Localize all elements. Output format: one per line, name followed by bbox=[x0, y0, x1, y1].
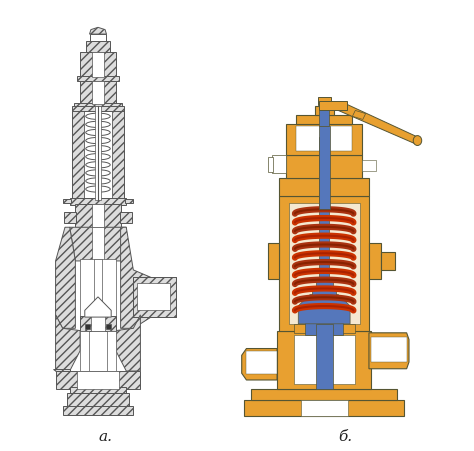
Bar bbox=[80, 53, 116, 78]
Bar bbox=[293, 335, 355, 385]
Bar bbox=[91, 317, 105, 331]
Bar bbox=[125, 199, 133, 204]
Bar bbox=[268, 157, 273, 173]
Polygon shape bbox=[108, 331, 116, 371]
Polygon shape bbox=[80, 331, 89, 371]
Bar bbox=[246, 351, 277, 374]
Bar bbox=[90, 35, 107, 42]
Bar bbox=[92, 204, 104, 228]
Bar bbox=[315, 107, 334, 116]
Polygon shape bbox=[298, 295, 350, 324]
Ellipse shape bbox=[86, 154, 110, 161]
Ellipse shape bbox=[86, 138, 110, 144]
Bar bbox=[67, 394, 128, 407]
Polygon shape bbox=[85, 297, 111, 318]
Bar bbox=[80, 82, 116, 105]
Bar bbox=[286, 124, 362, 156]
Ellipse shape bbox=[86, 170, 110, 177]
Bar bbox=[92, 228, 104, 262]
Polygon shape bbox=[70, 228, 126, 262]
Polygon shape bbox=[353, 111, 365, 120]
Bar bbox=[86, 42, 110, 53]
Ellipse shape bbox=[86, 146, 110, 152]
Bar bbox=[371, 337, 407, 362]
Bar bbox=[319, 127, 330, 210]
Ellipse shape bbox=[86, 187, 110, 193]
Bar bbox=[72, 109, 84, 198]
Bar bbox=[319, 138, 329, 286]
Bar bbox=[369, 244, 381, 279]
Text: б.: б. bbox=[338, 429, 353, 443]
Ellipse shape bbox=[413, 136, 422, 146]
Bar bbox=[74, 104, 121, 110]
Bar bbox=[75, 204, 120, 228]
Bar bbox=[268, 244, 279, 279]
Bar bbox=[316, 324, 333, 389]
Bar bbox=[95, 107, 101, 201]
Bar bbox=[92, 53, 104, 78]
Bar bbox=[107, 324, 111, 330]
Polygon shape bbox=[55, 228, 75, 329]
Bar bbox=[64, 212, 76, 223]
Bar bbox=[137, 284, 170, 311]
Ellipse shape bbox=[86, 162, 110, 169]
Bar bbox=[316, 277, 333, 288]
Bar bbox=[244, 400, 404, 416]
Bar bbox=[362, 161, 376, 172]
Bar bbox=[80, 317, 116, 331]
Polygon shape bbox=[319, 102, 347, 111]
Bar bbox=[279, 179, 369, 196]
Bar bbox=[273, 156, 286, 174]
Bar bbox=[112, 109, 124, 198]
Bar bbox=[318, 97, 331, 106]
Bar bbox=[80, 259, 116, 318]
Bar bbox=[319, 105, 329, 127]
Text: а.: а. bbox=[98, 429, 112, 443]
Bar bbox=[85, 324, 90, 330]
Bar bbox=[92, 82, 104, 105]
Polygon shape bbox=[338, 102, 419, 145]
Bar bbox=[251, 389, 397, 400]
Polygon shape bbox=[120, 228, 155, 329]
Bar bbox=[301, 400, 348, 416]
Bar bbox=[70, 387, 126, 394]
Bar bbox=[133, 277, 176, 318]
Ellipse shape bbox=[86, 130, 110, 136]
Polygon shape bbox=[116, 315, 140, 371]
Bar bbox=[279, 196, 369, 331]
Polygon shape bbox=[369, 333, 409, 369]
Bar bbox=[63, 406, 133, 414]
Bar bbox=[63, 199, 71, 204]
Bar bbox=[296, 127, 353, 152]
Polygon shape bbox=[55, 315, 80, 371]
Bar bbox=[120, 212, 132, 223]
Bar bbox=[296, 116, 353, 124]
Bar bbox=[77, 77, 119, 82]
Bar bbox=[133, 277, 176, 318]
Bar bbox=[94, 259, 102, 318]
Bar bbox=[70, 198, 126, 205]
Bar bbox=[312, 286, 336, 295]
Polygon shape bbox=[90, 28, 107, 35]
Bar bbox=[77, 371, 119, 389]
Bar bbox=[289, 203, 359, 324]
Polygon shape bbox=[53, 369, 70, 371]
Bar bbox=[293, 324, 355, 333]
Bar bbox=[277, 331, 371, 389]
Bar bbox=[305, 322, 343, 335]
Bar bbox=[286, 156, 362, 179]
Bar bbox=[72, 107, 124, 112]
Ellipse shape bbox=[86, 179, 110, 185]
Bar bbox=[381, 253, 395, 270]
Polygon shape bbox=[242, 349, 277, 380]
Ellipse shape bbox=[86, 114, 110, 120]
Bar bbox=[55, 371, 140, 389]
Ellipse shape bbox=[86, 122, 110, 128]
Bar bbox=[84, 109, 112, 198]
